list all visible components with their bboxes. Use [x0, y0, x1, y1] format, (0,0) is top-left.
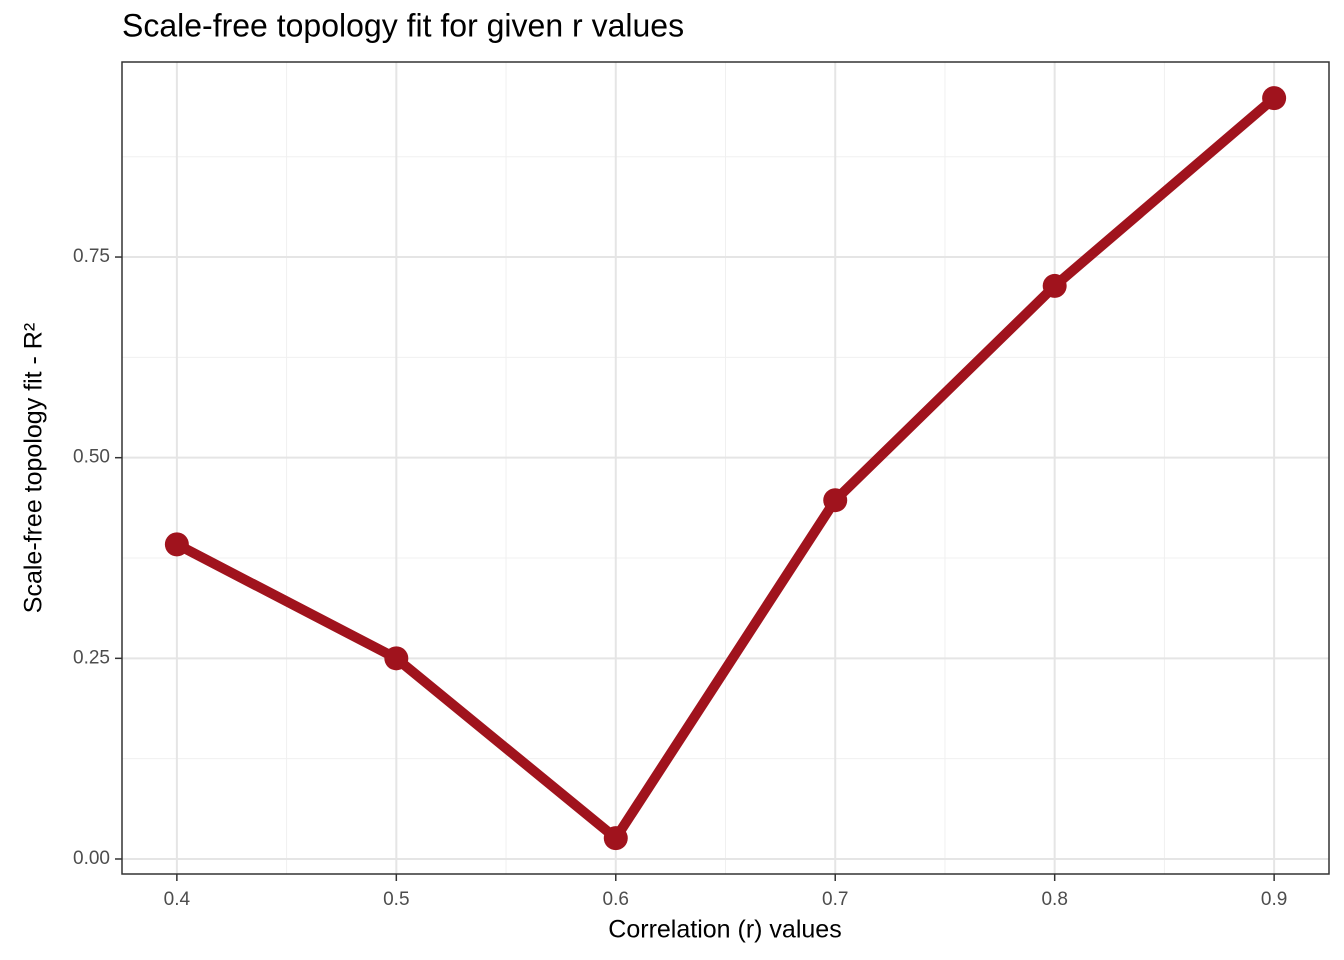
x-axis-label: Correlation (r) values [608, 916, 841, 944]
y-axis-label: Scale-free topology fit - R² [20, 323, 48, 613]
y-tick-label: 0.00 [73, 848, 110, 869]
y-tick-label: 0.25 [73, 647, 110, 668]
x-tick-label: 0.9 [1261, 889, 1287, 910]
point [603, 826, 628, 851]
x-tick-label: 0.5 [383, 889, 409, 910]
y-tick-label: 0.75 [73, 246, 110, 267]
x-tick-label: 0.6 [603, 889, 629, 910]
x-tick-label: 0.4 [164, 889, 191, 910]
x-tick-label: 0.8 [1041, 889, 1067, 910]
panel-border [121, 61, 1330, 875]
series-line [174, 94, 1278, 844]
point [384, 646, 409, 671]
chart-title: Scale-free topology fit for given r valu… [122, 7, 684, 43]
x-tick-label: 0.7 [822, 889, 848, 910]
point [1042, 273, 1067, 298]
point [164, 532, 189, 557]
point [1262, 86, 1287, 111]
y-tick-label: 0.50 [73, 447, 110, 468]
point [823, 488, 848, 513]
